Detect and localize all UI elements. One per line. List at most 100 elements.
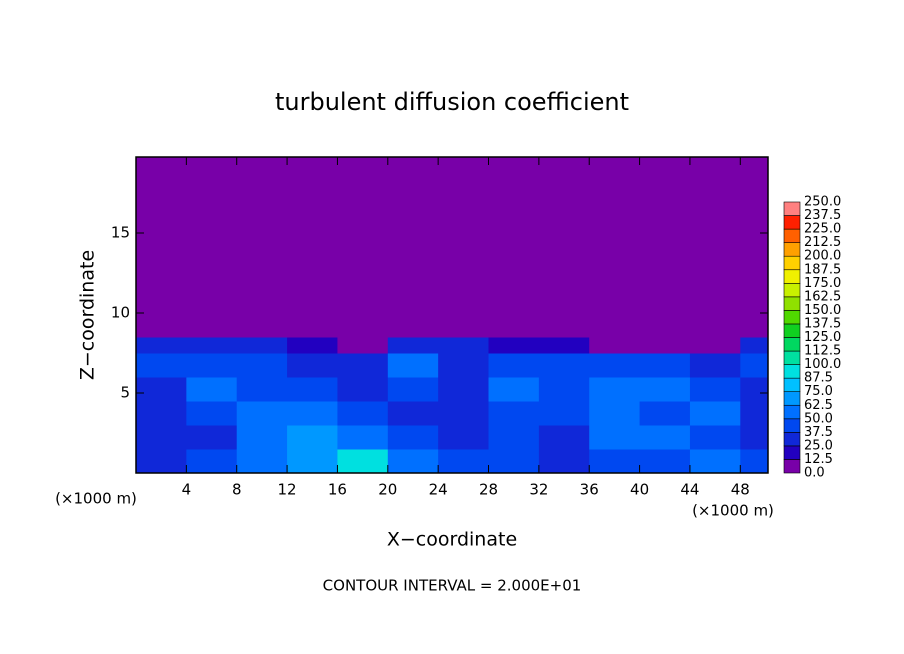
field-cell: [740, 337, 768, 354]
field-cell: [387, 377, 439, 402]
field-cell: [689, 425, 741, 450]
x-tick-label: 36: [580, 481, 599, 499]
field-cell: [186, 157, 238, 338]
x-tick-label: 4: [182, 481, 192, 499]
colorbar-label: 25.0: [804, 438, 833, 453]
field-cell: [136, 401, 187, 426]
field-cell: [438, 425, 490, 450]
colorbar-label: 37.5: [804, 425, 833, 440]
field-cell: [337, 377, 389, 402]
field-cell: [538, 353, 590, 378]
colorbar-label: 112.5: [804, 344, 841, 359]
colorbar-label: 150.0: [804, 303, 841, 318]
field-cell: [236, 401, 288, 426]
colorbar-label: 237.5: [804, 208, 841, 223]
field-cell: [387, 425, 439, 450]
field-cell: [186, 425, 238, 450]
field-cell: [287, 337, 338, 354]
colorbar-swatch: [783, 418, 801, 433]
colorbar-swatch: [783, 364, 801, 379]
field-cell: [236, 337, 288, 354]
colorbar-swatch: [783, 404, 801, 420]
colorbar-label: 212.5: [804, 235, 841, 250]
field-cell: [589, 377, 641, 402]
field-cell: [538, 449, 590, 473]
colorbar-swatch: [783, 282, 801, 298]
field-cell: [236, 425, 288, 450]
colorbar-label: 100.0: [804, 357, 841, 372]
colorbar-label: 50.0: [804, 411, 833, 426]
field-cell: [488, 401, 540, 426]
x-tick-label: 48: [731, 481, 750, 499]
field-cell: [438, 337, 490, 354]
field-cell: [287, 449, 338, 473]
field-cell: [538, 425, 590, 450]
field-cell: [186, 377, 238, 402]
colorbar-label: 187.5: [804, 262, 841, 277]
colorbar-swatch: [783, 377, 801, 392]
colorbar-swatch: [783, 350, 801, 365]
field-cell: [337, 449, 389, 473]
field-cell: [639, 401, 691, 426]
field-cell: [689, 353, 741, 378]
field-cell: [538, 337, 590, 354]
field-cell: [740, 449, 768, 473]
field-cell: [337, 337, 389, 354]
field-cell: [186, 449, 238, 473]
field-cell: [488, 157, 540, 338]
x-tick-label: 16: [328, 481, 347, 499]
field-cell: [337, 401, 389, 426]
field-cell: [287, 353, 338, 378]
field-cell: [488, 377, 540, 402]
x-tick-label: 20: [378, 481, 397, 499]
colorbar-label: 137.5: [804, 316, 841, 331]
field-cell: [438, 449, 490, 473]
field-cell: [689, 401, 741, 426]
field-cell: [236, 449, 288, 473]
field-cell: [236, 353, 288, 378]
chart-title: turbulent diffusion coefficient: [275, 88, 629, 116]
field-cell: [387, 449, 439, 473]
field-cell: [337, 157, 389, 338]
field-cell: [488, 449, 540, 473]
field-cell: [438, 401, 490, 426]
y-unit-label: (×1000 m): [55, 490, 137, 508]
field-cell: [136, 449, 187, 473]
x-tick-label: 12: [278, 481, 297, 499]
field-cell: [689, 449, 741, 473]
field-cell: [639, 157, 691, 338]
field-cell: [589, 425, 641, 450]
colorbar-swatch: [783, 215, 801, 230]
field-cell: [287, 425, 338, 450]
y-axis-label: Z−coordinate: [77, 250, 99, 380]
colorbar-label: 250.0: [804, 195, 841, 210]
colorbar-swatch: [783, 296, 801, 311]
field-cell: [639, 337, 691, 354]
colorbar-label: 175.0: [804, 276, 841, 291]
field-cell: [438, 353, 490, 378]
x-tick-label: 24: [429, 481, 448, 499]
field-cell: [236, 377, 288, 402]
field-cell: [639, 449, 691, 473]
field-cell: [639, 353, 691, 378]
colorbar-label: 12.5: [804, 452, 833, 467]
field-cell: [538, 157, 590, 338]
field-cell: [689, 337, 741, 354]
field-cell: [740, 377, 768, 402]
plot-frame: [135, 156, 769, 474]
x-unit-label: (×1000 m): [692, 502, 774, 520]
colorbar-label: 87.5: [804, 371, 833, 386]
colorbar-swatch: [783, 391, 801, 406]
field-cell: [387, 337, 439, 354]
field-cell: [589, 401, 641, 426]
field-cell: [488, 425, 540, 450]
colorbar-label: 125.0: [804, 330, 841, 345]
field-cell: [488, 337, 540, 354]
field-cell: [639, 425, 691, 450]
field-cell: [639, 377, 691, 402]
field-cell: [136, 353, 187, 378]
colorbar-label: 162.5: [804, 289, 841, 304]
x-tick-label: 8: [232, 481, 242, 499]
colorbar-swatch: [783, 255, 801, 271]
colorbar-swatch: [783, 201, 801, 216]
